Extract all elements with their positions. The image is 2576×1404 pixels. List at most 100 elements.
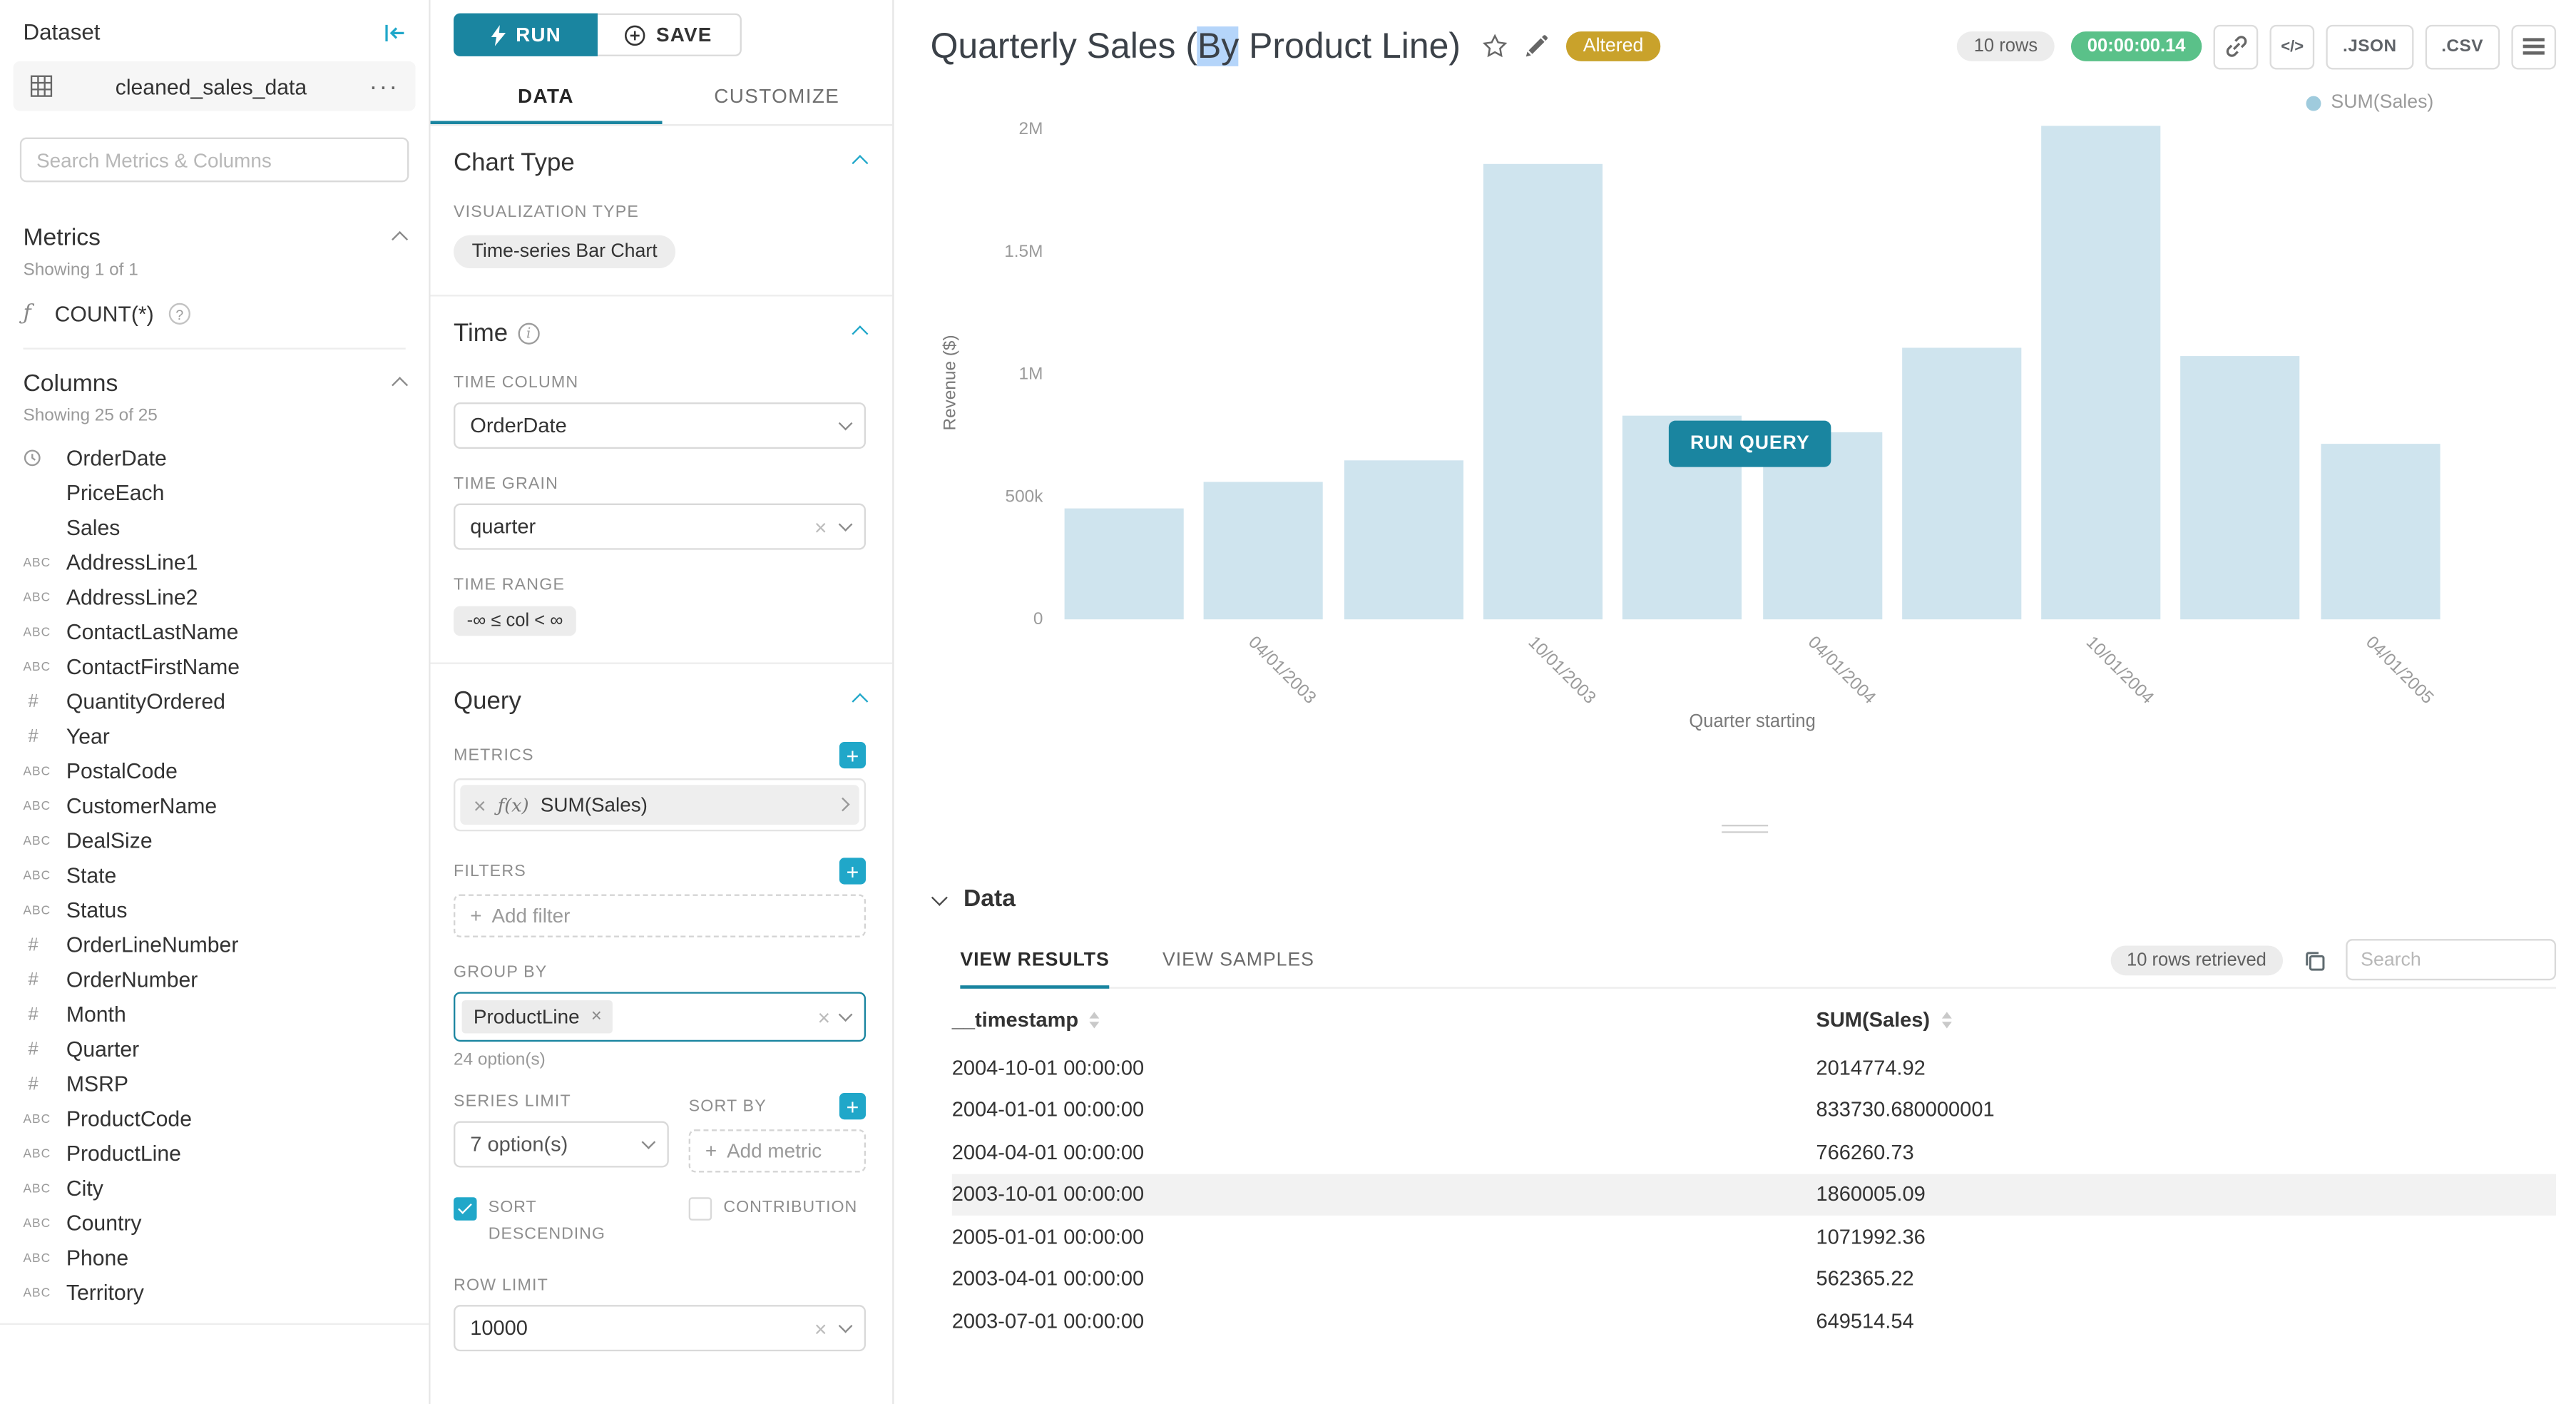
chart-title[interactable]: Quarterly Sales (By Product Line) bbox=[930, 25, 1461, 66]
collapse-chart-type-icon[interactable] bbox=[852, 155, 869, 172]
column-item[interactable]: ABC ContactLastName bbox=[0, 614, 429, 649]
table-row[interactable]: 2003-07-01 00:00:00 649514.54 bbox=[952, 1300, 2556, 1342]
add-sort-metric-button[interactable]: + bbox=[839, 1093, 867, 1120]
bar-2004-10-01[interactable] bbox=[2041, 126, 2161, 620]
row-limit-select[interactable]: 10000 × bbox=[454, 1305, 867, 1352]
sort-icon[interactable] bbox=[1941, 1012, 1952, 1029]
favorite-star-icon[interactable] bbox=[1482, 33, 1508, 59]
dataset-options-icon[interactable]: ··· bbox=[369, 71, 399, 101]
save-button[interactable]: SAVE bbox=[596, 13, 742, 56]
column-item[interactable]: ABC DealSize bbox=[0, 823, 429, 858]
column-item[interactable]: ABC PostalCode bbox=[0, 753, 429, 788]
column-name: State bbox=[66, 863, 117, 888]
contribution-option[interactable]: CONTRIBUTION bbox=[688, 1196, 858, 1247]
column-item[interactable]: # QuantityOrdered bbox=[0, 684, 429, 719]
table-row[interactable]: 2003-04-01 00:00:00 562365.22 bbox=[952, 1258, 2556, 1300]
column-item[interactable]: # MSRP bbox=[0, 1067, 429, 1102]
add-filter-dropzone[interactable]: + Add filter bbox=[454, 894, 867, 937]
collapse-panel-icon[interactable] bbox=[384, 22, 406, 42]
resize-handle[interactable] bbox=[1722, 825, 1769, 833]
table-row[interactable]: 2004-10-01 00:00:00 2014774.92 bbox=[952, 1047, 2556, 1089]
menu-button[interactable] bbox=[2511, 24, 2557, 69]
group-by-select[interactable]: ProductLine × × bbox=[454, 992, 867, 1042]
column-item[interactable]: # Year bbox=[0, 718, 429, 753]
table-row[interactable]: 2004-04-01 00:00:00 766260.73 bbox=[952, 1131, 2556, 1173]
collapse-time-icon[interactable] bbox=[852, 325, 869, 342]
tab-view-samples[interactable]: VIEW SAMPLES bbox=[1162, 950, 1314, 970]
edit-title-icon[interactable] bbox=[1525, 35, 1548, 58]
column-item[interactable]: ABC AddressLine2 bbox=[0, 579, 429, 614]
column-item[interactable]: ABC Country bbox=[0, 1206, 429, 1241]
metric-item[interactable]: ƒ COUNT(*) ? bbox=[23, 301, 405, 326]
clear-icon[interactable]: × bbox=[814, 514, 827, 539]
column-item[interactable]: ABC Territory bbox=[0, 1275, 429, 1310]
column-item[interactable]: Sales bbox=[0, 510, 429, 545]
run-button[interactable]: RUN bbox=[454, 13, 597, 56]
series-limit-select[interactable]: 7 option(s) bbox=[454, 1121, 669, 1168]
bar-2003-01-01[interactable] bbox=[1064, 509, 1184, 620]
bar-2005-04-01[interactable] bbox=[2320, 444, 2440, 620]
contribution-checkbox[interactable] bbox=[688, 1197, 712, 1221]
column-item[interactable]: OrderDate bbox=[0, 440, 429, 475]
bar-2003-04-01[interactable] bbox=[1204, 481, 1324, 620]
time-range-value[interactable]: -∞ ≤ col < ∞ bbox=[454, 606, 577, 636]
group-by-tag[interactable]: ProductLine × bbox=[461, 1000, 614, 1034]
column-header[interactable]: __timestamp bbox=[952, 1009, 1816, 1032]
column-item[interactable]: ABC City bbox=[0, 1171, 429, 1206]
column-item[interactable]: ABC AddressLine1 bbox=[0, 545, 429, 580]
column-item[interactable]: ABC State bbox=[0, 858, 429, 892]
collapse-metrics-icon[interactable] bbox=[392, 230, 409, 247]
search-metrics-input[interactable] bbox=[19, 137, 409, 183]
dataset-selector[interactable]: cleaned_sales_data ··· bbox=[13, 61, 416, 111]
collapse-data-icon[interactable] bbox=[931, 888, 948, 905]
copy-link-button[interactable] bbox=[2213, 24, 2259, 69]
tab-view-results[interactable]: VIEW RESULTS bbox=[960, 932, 1110, 989]
column-item[interactable]: # Quarter bbox=[0, 1032, 429, 1067]
remove-metric-icon[interactable]: × bbox=[473, 792, 486, 818]
visualization-type-value[interactable]: Time-series Bar Chart bbox=[454, 235, 676, 269]
collapse-query-icon[interactable] bbox=[852, 693, 869, 710]
run-query-button[interactable]: RUN QUERY bbox=[1668, 420, 1831, 467]
add-metric-button[interactable]: + bbox=[839, 741, 867, 769]
column-item[interactable]: # OrderLineNumber bbox=[0, 927, 429, 962]
embed-code-button[interactable]: </> bbox=[2269, 24, 2315, 69]
clear-icon[interactable]: × bbox=[817, 1004, 831, 1029]
export-json-button[interactable]: .JSON bbox=[2326, 24, 2413, 69]
column-header[interactable]: SUM(Sales) bbox=[1816, 1009, 2556, 1032]
column-item[interactable]: ABC Status bbox=[0, 892, 429, 927]
table-row[interactable]: 2005-01-01 00:00:00 1071992.36 bbox=[952, 1216, 2556, 1258]
tab-customize[interactable]: CUSTOMIZE bbox=[714, 84, 840, 108]
add-filter-button[interactable]: + bbox=[839, 858, 867, 885]
tab-data[interactable]: DATA bbox=[431, 69, 662, 124]
expand-metric-icon[interactable] bbox=[834, 798, 848, 812]
add-sort-metric-dropzone[interactable]: + Add metric bbox=[688, 1129, 867, 1173]
bar-2003-07-01[interactable] bbox=[1343, 460, 1463, 620]
sort-descending-checkbox[interactable] bbox=[454, 1197, 477, 1221]
table-row[interactable]: 2004-01-01 00:00:00 833730.680000001 bbox=[952, 1089, 2556, 1131]
bar-2005-01-01[interactable] bbox=[2181, 356, 2301, 620]
sort-descending-option[interactable]: SORT DESCENDING bbox=[454, 1196, 689, 1247]
column-item[interactable]: PriceEach bbox=[0, 475, 429, 510]
column-item[interactable]: ABC ProductCode bbox=[0, 1102, 429, 1136]
column-item[interactable]: ABC ContactFirstName bbox=[0, 649, 429, 684]
sort-icon[interactable] bbox=[1090, 1012, 1100, 1029]
column-item[interactable]: ABC Phone bbox=[0, 1241, 429, 1276]
metric-pill[interactable]: × ƒ(x) SUM(Sales) bbox=[460, 785, 859, 825]
export-csv-button[interactable]: .CSV bbox=[2424, 24, 2500, 69]
collapse-columns-icon[interactable] bbox=[392, 376, 409, 393]
time-grain-select[interactable]: quarter × bbox=[454, 503, 867, 550]
table-search-input[interactable] bbox=[2346, 939, 2557, 981]
column-item[interactable]: ABC CustomerName bbox=[0, 788, 429, 823]
remove-tag-icon[interactable]: × bbox=[591, 1007, 602, 1027]
clear-icon[interactable]: × bbox=[814, 1316, 827, 1341]
help-icon[interactable]: ? bbox=[168, 302, 190, 325]
bar-2003-10-01[interactable] bbox=[1483, 163, 1603, 620]
bar-2004-07-01[interactable] bbox=[1901, 347, 2021, 620]
column-item[interactable]: # OrderNumber bbox=[0, 962, 429, 997]
column-item[interactable]: ABC ProductLine bbox=[0, 1136, 429, 1171]
copy-button[interactable] bbox=[2303, 948, 2326, 971]
column-item[interactable]: # Month bbox=[0, 997, 429, 1032]
table-row[interactable]: 2003-10-01 00:00:00 1860005.09 bbox=[951, 1173, 2557, 1216]
time-column-select[interactable]: OrderDate × bbox=[454, 402, 867, 449]
legend[interactable]: SUM(Sales) bbox=[2306, 93, 2433, 113]
